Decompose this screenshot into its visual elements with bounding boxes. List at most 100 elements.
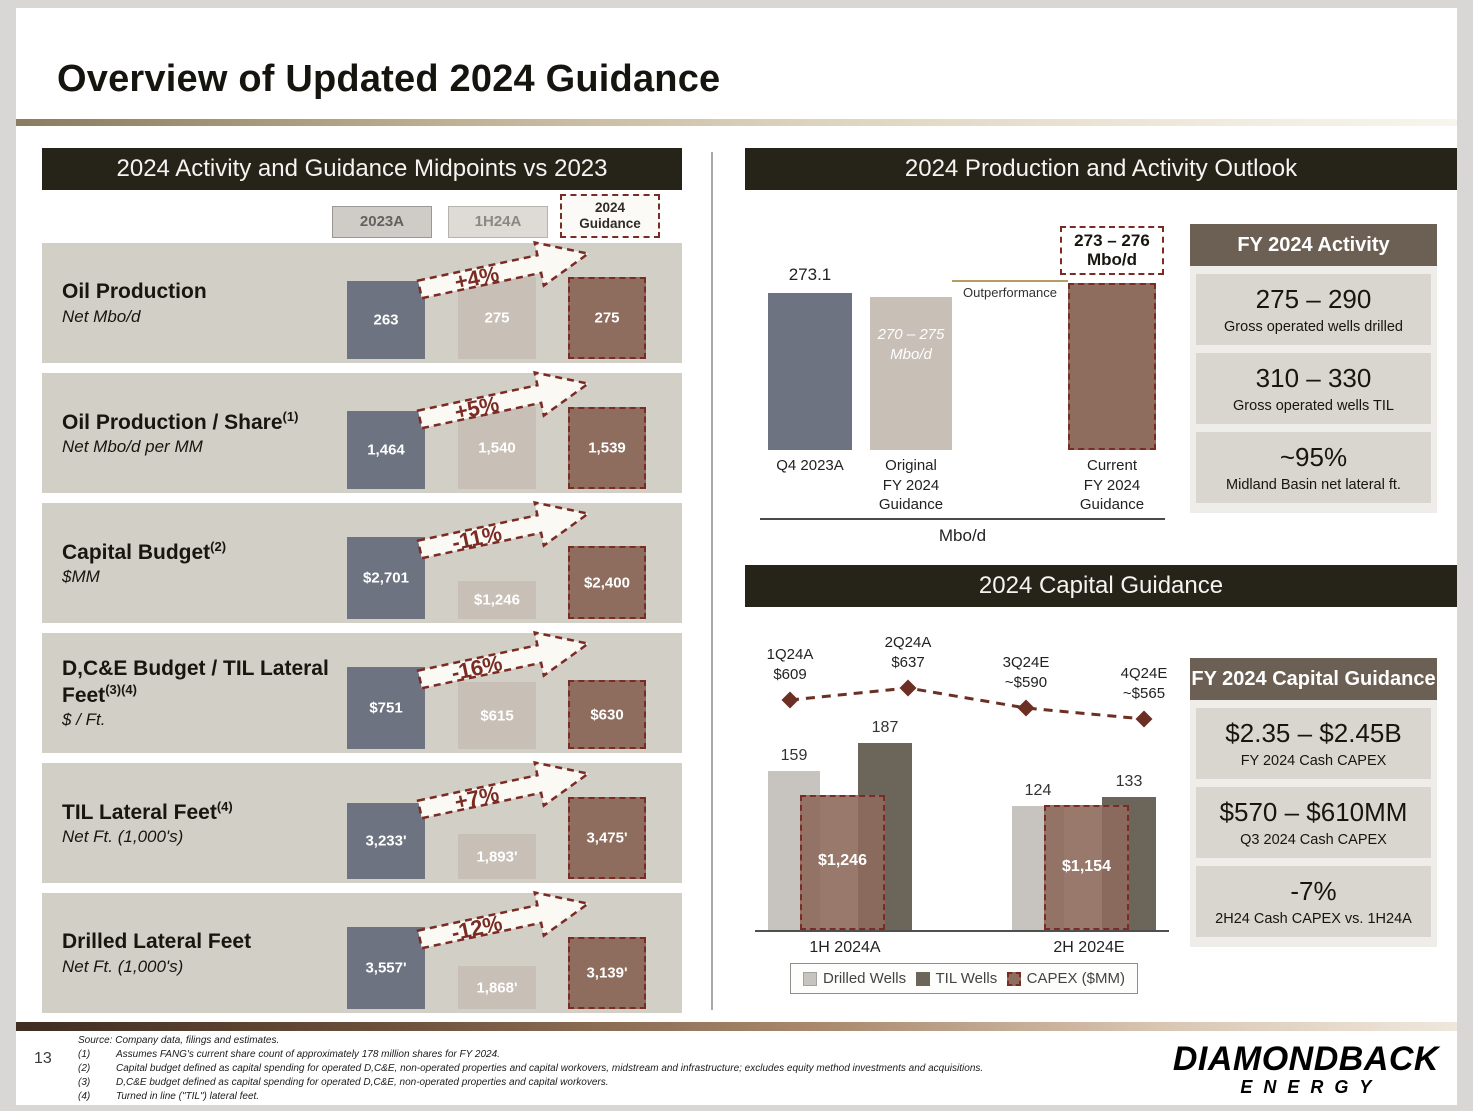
bar-2023a: $751 — [347, 667, 425, 749]
capex-bar: $1,154 — [1044, 805, 1129, 930]
legend-item-drilled: Drilled Wells — [803, 970, 906, 987]
stat-box: ~95% Midland Basin net lateral ft. — [1196, 432, 1431, 503]
change-arrow: +4% — [416, 240, 592, 300]
row-bars: 3,557' 1,868' 3,139' -12% — [342, 890, 677, 1013]
bar-value: 3,233' — [365, 832, 407, 850]
bar-value: 275 — [594, 309, 620, 327]
outlook-category-label: Original FY 2024 Guidance — [878, 457, 944, 513]
bar-1h24a: 1,868' — [458, 966, 536, 1009]
bar-value: 1,539 — [588, 439, 626, 457]
bar-1h24a: $615 — [458, 682, 536, 749]
til-swatch-icon — [915, 971, 930, 986]
row-label-group: Oil Production Net Mbo/d — [62, 243, 357, 363]
row-label: Oil Production — [62, 279, 357, 304]
capital-guidance-chart: Drilled Wells TIL Wells CAPEX ($MM) 1Q24A … — [755, 612, 1175, 1012]
bar-value: $615 — [480, 707, 514, 724]
legend-item-til: TIL Wells — [915, 970, 998, 987]
stat-box: 275 – 290 Gross operated wells drilled — [1196, 274, 1431, 345]
outperformance-label: Outperformance — [963, 285, 1057, 300]
row-sublabel: Net Mbo/d — [62, 306, 141, 326]
footnote-text: D,C&E budget defined as capital spending… — [116, 1077, 609, 1088]
stat-box: -7% 2H24 Cash CAPEX vs. 1H24A — [1196, 866, 1431, 937]
row-sublabel: $MM — [62, 567, 100, 587]
row-label: Capital Budget(2) — [62, 539, 357, 565]
row-label-text: Capital Budget — [62, 540, 211, 564]
bar-value: 1,540 — [478, 439, 516, 457]
bar-2024-guidance: $630 — [568, 680, 646, 749]
row-bars: $751 $615 $630 -16% — [342, 630, 677, 753]
guidance-metric-rows: Oil Production Net Mbo/d 263 275 275 +4% Oil P… — [42, 240, 682, 1023]
footnote-number: (4) — [78, 1091, 91, 1102]
capex-point-label: 2Q24A $637 — [884, 634, 932, 671]
legend-label: Drilled Wells — [823, 970, 907, 987]
metric-row-5: TIL Lateral Feet(4) Net Ft. (1,000's) 3,23… — [42, 760, 682, 883]
capital-chart-legend: Drilled Wells TIL Wells CAPEX ($MM) — [790, 963, 1138, 994]
footnote: (1) Assumes FANG's current share count of… — [78, 1048, 1098, 1062]
bar-value: 3,139' — [586, 964, 628, 982]
change-percent-label: -16% — [449, 650, 504, 685]
fy2024-capital-guidance-panel: FY 2024 Capital Guidance $2.35 – $2.45B F… — [1190, 658, 1437, 947]
row-bars: $2,701 $1,246 $2,400 -11% — [342, 500, 677, 623]
footer-divider-bar — [16, 1022, 1457, 1031]
production-outlook-chart: Outperformance Mbo/d 273.1 Q4 2023A 270 – … — [755, 198, 1175, 550]
bar-2023a: 3,557' — [347, 927, 425, 1009]
row-label: TIL Lateral Feet(4) — [62, 799, 357, 825]
legend-item-capex: CAPEX ($MM) — [1006, 970, 1125, 987]
row-label-group: TIL Lateral Feet(4) Net Ft. (1,000's) — [62, 763, 357, 883]
capex-point-label: 4Q24E ~$565 — [1120, 665, 1168, 702]
bar-value: $751 — [369, 699, 403, 717]
capital-guidance-panel-header: FY 2024 Capital Guidance — [1190, 658, 1437, 700]
bar-1h24a: 1,540 — [458, 407, 536, 489]
page-number: 13 — [34, 1050, 52, 1067]
legend-label: TIL Wells — [935, 970, 998, 987]
bar-1h24a: 275 — [458, 277, 536, 359]
stat-label: Gross operated wells TIL — [1233, 398, 1394, 414]
row-sublabel: Net Mbo/d per MM — [62, 437, 203, 457]
outlook-bar-1 — [768, 293, 852, 450]
metric-row-6: Drilled Lateral Feet Net Ft. (1,000's) 3,5… — [42, 890, 682, 1013]
outlook-bar-3 — [1068, 283, 1156, 450]
outperformance-connector-line — [952, 280, 1068, 282]
bar-2024-guidance: 3,475' — [568, 797, 646, 879]
stat-label: Midland Basin net lateral ft. — [1226, 477, 1401, 493]
outlook-panel-header: 2024 Production and Activity Outlook — [745, 148, 1457, 190]
bar-value: 1,868' — [476, 979, 518, 996]
capex-point-marker — [1017, 699, 1035, 717]
vertical-divider — [711, 152, 713, 1010]
row-footnote-ref: (4) — [216, 798, 233, 814]
bar-2023a: 3,233' — [347, 803, 425, 879]
left-panel-header: 2024 Activity and Guidance Midpoints vs … — [42, 148, 682, 190]
row-footnote-ref: (3)(4) — [105, 681, 137, 697]
outlook-axis-label: Mbo/d — [938, 526, 987, 545]
metric-row-4: D,C&E Budget / TIL Lateral Feet(3)(4) $ /… — [42, 630, 682, 753]
page-title: Overview of Updated 2024 Guidance — [57, 58, 721, 100]
current-guidance-range-box: 273 – 276 Mbo/d — [1060, 225, 1164, 275]
outlook-category-label: Current FY 2024 Guidance — [1079, 457, 1145, 513]
stat-value: 310 – 330 — [1255, 363, 1372, 393]
bar-value: $1,246 — [474, 591, 520, 609]
capex-point-label: 3Q24E ~$590 — [1002, 654, 1050, 691]
slide-frame-left — [0, 0, 16, 1111]
logo-subtitle: ENERGY — [1240, 1077, 1383, 1097]
bar-2023a: $2,701 — [347, 537, 425, 619]
metric-row-3: Capital Budget(2) $MM $2,701 $1,246 $2,400 -1… — [42, 500, 682, 623]
stat-value: ~95% — [1279, 442, 1348, 472]
row-sublabel: Net Ft. (1,000's) — [62, 827, 184, 847]
change-percent-label: -11% — [450, 520, 504, 555]
outlook-bar-value-label: 273.1 — [788, 265, 832, 284]
stat-label: Q3 2024 Cash CAPEX — [1240, 832, 1387, 848]
change-percent-label: +7% — [452, 781, 501, 815]
row-label-text: Oil Production / Share — [62, 410, 283, 434]
activity-panel-header: FY 2024 Activity — [1190, 224, 1437, 266]
logo-wordmark: DIAMONDBACK — [1172, 1040, 1439, 1078]
footnote-text: Assumes FANG's current share count of ap… — [116, 1049, 500, 1060]
row-sublabel: Net Ft. (1,000's) — [62, 956, 184, 976]
outlook-x-axis — [760, 518, 1165, 520]
row-label-text: Oil Production — [62, 280, 207, 304]
change-arrow: +7% — [416, 760, 592, 820]
capital-category-label: 2H 2024E — [1053, 939, 1125, 956]
capital-x-axis — [755, 930, 1169, 932]
stat-box: $2.35 – $2.45B FY 2024 Cash CAPEX — [1196, 708, 1431, 779]
bar-2024-guidance: $2,400 — [568, 546, 646, 619]
change-arrow: -16% — [416, 630, 592, 690]
